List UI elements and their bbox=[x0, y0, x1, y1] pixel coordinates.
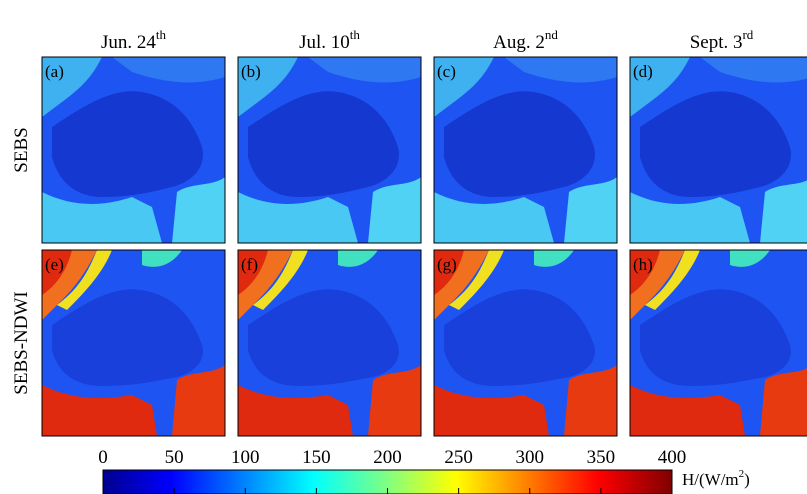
map-panel bbox=[434, 250, 617, 436]
panel-label: (h) bbox=[633, 255, 653, 274]
map-panel bbox=[630, 57, 807, 243]
colorbar-tick-label: 250 bbox=[444, 447, 473, 468]
panel-label: (g) bbox=[437, 255, 457, 274]
colorbar-label-end: ) bbox=[744, 470, 750, 489]
column-title-text: Sept. 3 bbox=[690, 32, 743, 53]
colorbar-tick-label: 350 bbox=[587, 447, 616, 468]
column-title-sup: rd bbox=[742, 27, 753, 42]
panel-label: (f) bbox=[241, 255, 258, 274]
map-panel bbox=[42, 57, 225, 243]
colorbar-tick-label: 100 bbox=[231, 447, 260, 468]
panel-border bbox=[237, 56, 422, 244]
column-title: Aug. 2nd bbox=[493, 27, 558, 53]
colorbar-tick-label: 400 bbox=[658, 447, 687, 468]
panel-border bbox=[433, 249, 618, 437]
column-title-text: Jul. 10 bbox=[299, 32, 350, 53]
panel-label: (c) bbox=[437, 62, 456, 81]
column-title-sup: nd bbox=[545, 27, 559, 42]
map-panel bbox=[238, 250, 421, 436]
panel-border bbox=[433, 56, 618, 244]
column-title-sup: th bbox=[350, 27, 361, 42]
colorbar-label: H/(W/m2) bbox=[682, 468, 750, 489]
row-label: SEBS-NDWI bbox=[11, 291, 32, 394]
panel-border bbox=[41, 249, 226, 437]
column-title-sup: th bbox=[156, 27, 167, 42]
colorbar-label-text: H/(W/m bbox=[682, 470, 739, 489]
colorbar-tick-label: 150 bbox=[302, 447, 331, 468]
colorbar-tick-label: 50 bbox=[165, 447, 184, 468]
panel-grid: (a) (b) (c) (d) (e) (f) (g) (h) bbox=[41, 56, 807, 437]
column-title: Jun. 24th bbox=[101, 27, 167, 53]
colorbar-tick-label: 300 bbox=[516, 447, 545, 468]
map-panel bbox=[42, 250, 225, 436]
row-label: SEBS bbox=[11, 127, 32, 172]
column-title: Sept. 3rd bbox=[690, 27, 754, 53]
map-panel bbox=[238, 57, 421, 243]
panel-border bbox=[237, 249, 422, 437]
colorbar-tick-label: 200 bbox=[373, 447, 402, 468]
map-panel bbox=[630, 250, 807, 436]
panel-border bbox=[629, 56, 807, 244]
column-title-text: Jun. 24 bbox=[101, 32, 156, 53]
colorbar-label-sup: 2 bbox=[739, 468, 745, 480]
column-title: Jul. 10th bbox=[299, 27, 360, 53]
column-title-text: Aug. 2 bbox=[493, 32, 545, 53]
map-panel bbox=[434, 57, 617, 243]
panel-border bbox=[629, 249, 807, 437]
panel-label: (a) bbox=[45, 62, 64, 81]
colorbar-tick-label: 0 bbox=[98, 447, 108, 468]
panel-border bbox=[41, 56, 226, 244]
panel-label: (e) bbox=[45, 255, 64, 274]
panel-label: (d) bbox=[633, 62, 653, 81]
panel-label: (b) bbox=[241, 62, 261, 81]
